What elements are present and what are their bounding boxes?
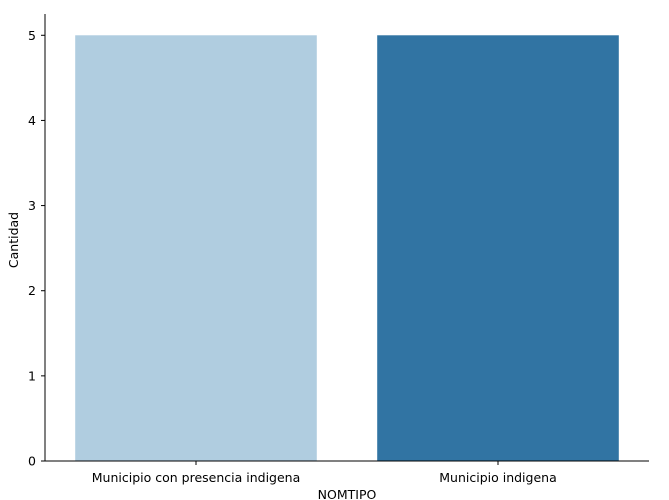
x-axis-label: NOMTIPO	[318, 487, 377, 500]
y-tick-label: 0	[28, 454, 36, 469]
x-tick-label: Municipio con presencia indigena	[92, 470, 301, 485]
y-tick-label: 5	[28, 28, 36, 43]
y-axis-ticks: 0 1 2 3 4 5	[28, 28, 45, 469]
y-axis-label: Cantidad	[6, 212, 21, 268]
y-tick-label: 2	[28, 283, 36, 298]
y-tick-label: 1	[28, 368, 36, 383]
bar-2	[377, 35, 619, 462]
bar-1	[75, 35, 317, 462]
x-tick-label: Municipio indigena	[439, 470, 557, 485]
y-tick-label: 4	[28, 113, 36, 128]
y-tick-label: 3	[28, 198, 36, 213]
x-axis-ticks: Municipio con presencia indigena Municipi…	[92, 461, 557, 485]
bars-group	[75, 35, 619, 462]
